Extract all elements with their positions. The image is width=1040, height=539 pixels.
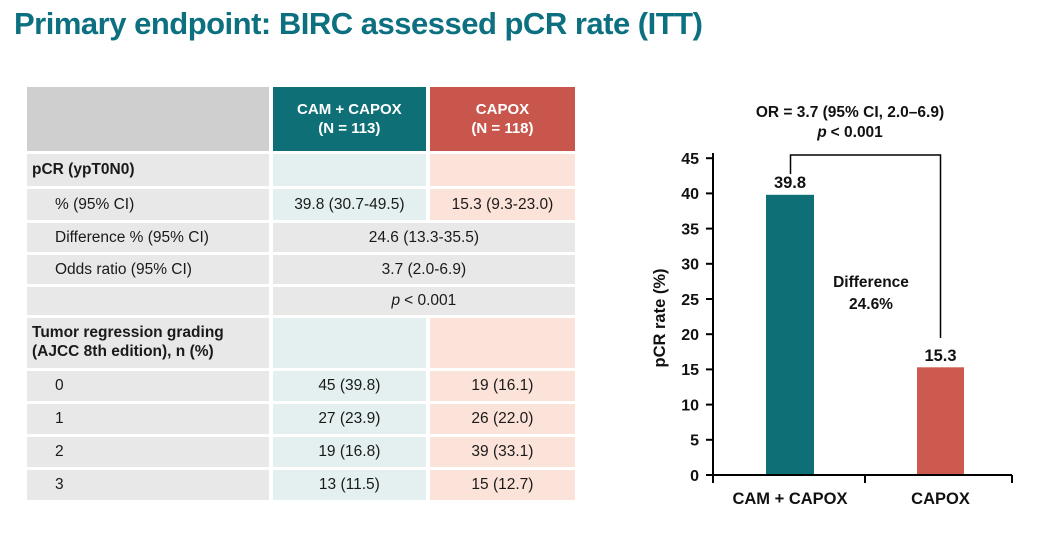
table-row-trg-1: 1 27 (23.9) 26 (22.0): [27, 404, 575, 434]
column-header-cam-capox: CAM + CAPOX (N = 113): [272, 87, 426, 151]
cell-cam-capox: 45 (39.8): [272, 371, 426, 401]
row-label: Tumor regression grading (AJCC 8th editi…: [27, 318, 269, 368]
cell-cam-capox: [272, 318, 426, 368]
y-tick: 25: [681, 292, 699, 309]
p-symbol: p: [816, 124, 826, 141]
y-tick: 5: [690, 433, 699, 450]
results-table: CAM + CAPOX (N = 113) CAPOX (N = 118) pC…: [23, 84, 579, 503]
bar-value-capox: 15.3: [924, 347, 956, 365]
table-row-difference: Difference % (95% CI) 24.6 (13.3-35.5): [27, 223, 575, 252]
y-tick: 10: [681, 397, 699, 414]
cell-cam-capox: 19 (16.8): [272, 437, 426, 467]
cell-cam-capox: 13 (11.5): [272, 470, 426, 500]
difference-value: 24.6%: [849, 296, 893, 313]
comparison-bracket: [789, 154, 942, 338]
p-value-text: < 0.001: [404, 292, 457, 309]
page-title: Primary endpoint: BIRC assessed pCR rate…: [14, 6, 703, 41]
column-header-name: CAPOX: [475, 100, 530, 118]
y-axis-ticks: [706, 157, 713, 476]
table-row-trg-2: 2 19 (16.8) 39 (33.1): [27, 437, 575, 467]
x-axis-ticks: [712, 475, 1013, 483]
table-row-trg-section: Tumor regression grading (AJCC 8th editi…: [27, 318, 575, 368]
cell-cam-capox: [272, 154, 426, 186]
cell-merged: 3.7 (2.0-6.9): [272, 255, 575, 284]
y-tick: 45: [681, 151, 699, 168]
cell-capox: 26 (22.0): [429, 404, 575, 434]
x-label-capox: CAPOX: [911, 490, 970, 508]
difference-label: Difference: [833, 274, 909, 291]
cell-capox: [429, 318, 575, 368]
p-value-annotation: p < 0.001: [816, 124, 883, 141]
y-tick: 0: [690, 468, 699, 485]
cell-capox: [429, 154, 575, 186]
table-row-pct-ci: % (95% CI) 39.8 (30.7-49.5) 15.3 (9.3-23…: [27, 189, 575, 220]
table-row-odds-ratio: Odds ratio (95% CI) 3.7 (2.0-6.9): [27, 255, 575, 284]
y-tick: 30: [681, 257, 699, 274]
row-label: Difference % (95% CI): [27, 223, 269, 252]
y-axis-title: pCR rate (%): [651, 268, 669, 367]
cell-capox: 39 (33.1): [429, 437, 575, 467]
bar-cam-capox: [766, 194, 814, 476]
p-value-text: < 0.001: [831, 124, 884, 141]
row-label: 2: [27, 437, 269, 467]
table-header-row: CAM + CAPOX (N = 113) CAPOX (N = 118): [27, 87, 575, 151]
y-tick: 40: [681, 186, 699, 203]
cell-merged-p-value: p < 0.001: [272, 287, 575, 315]
table-row-trg-3: 3 13 (11.5) 15 (12.7): [27, 470, 575, 500]
column-header-n: (N = 118): [471, 120, 534, 137]
row-label: Odds ratio (95% CI): [27, 255, 269, 284]
x-label-cam-capox: CAM + CAPOX: [732, 490, 847, 508]
y-axis-tick-labels: 45 40 35 30 25 20 15 10 5 0: [681, 151, 699, 485]
y-tick: 20: [681, 327, 699, 344]
cell-cam-capox: 27 (23.9): [272, 404, 426, 434]
row-label: 0: [27, 371, 269, 401]
bar-value-cam-capox: 39.8: [774, 174, 806, 192]
pcr-rate-bar-chart: OR = 3.7 (95% CI, 2.0–6.9) p < 0.001 39.8…: [651, 104, 1013, 508]
cell-capox: 15.3 (9.3-23.0): [429, 189, 575, 220]
bar-capox: [917, 367, 964, 475]
table-corner-cell: [27, 87, 269, 151]
column-header-capox: CAPOX (N = 118): [429, 87, 575, 151]
cell-capox: 15 (12.7): [429, 470, 575, 500]
y-tick: 35: [681, 221, 699, 238]
row-label: 1: [27, 404, 269, 434]
p-symbol: p: [391, 292, 401, 309]
cell-capox: 19 (16.1): [429, 371, 575, 401]
odds-ratio-annotation: OR = 3.7 (95% CI, 2.0–6.9): [756, 104, 944, 121]
row-label: pCR (ypT0N0): [27, 154, 269, 186]
cell-cam-capox: 39.8 (30.7-49.5): [272, 189, 426, 220]
column-header-n: (N = 113): [318, 120, 381, 137]
table-row-trg-0: 0 45 (39.8) 19 (16.1): [27, 371, 575, 401]
row-label: [27, 287, 269, 315]
table-row-p-value: p < 0.001: [27, 287, 575, 315]
row-label: 3: [27, 470, 269, 500]
row-label: % (95% CI): [27, 189, 269, 220]
table-row-pcr-section: pCR (ypT0N0): [27, 154, 575, 186]
column-header-name: CAM + CAPOX: [297, 100, 402, 118]
y-tick: 15: [681, 362, 699, 379]
cell-merged: 24.6 (13.3-35.5): [272, 223, 575, 252]
